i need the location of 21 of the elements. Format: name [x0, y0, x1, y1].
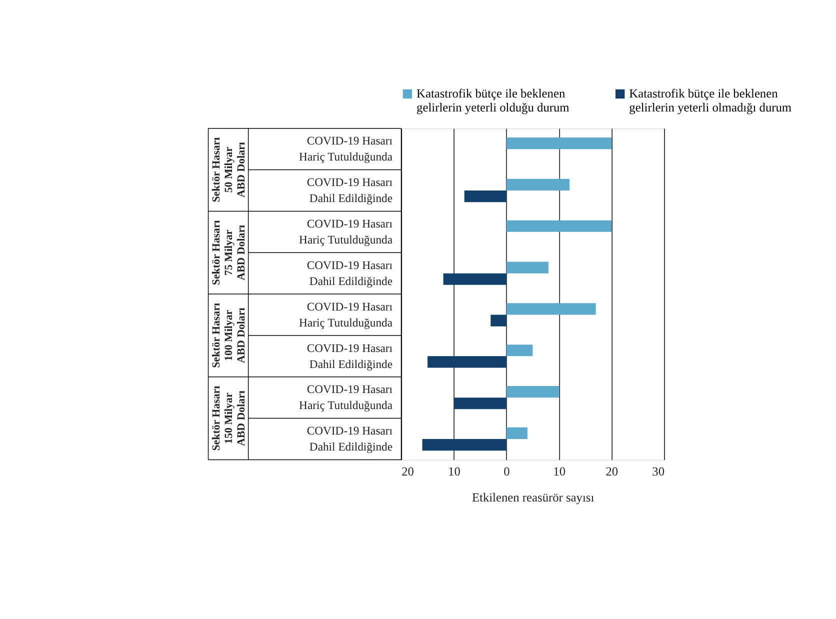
y-tick-label: COVID-19 Hasarı Dahil Edildiğinde	[306, 424, 394, 454]
x-axis-title: Etkilenen reasürör sayısı	[472, 490, 595, 505]
x-tick-label: 10	[448, 464, 460, 478]
legend-label: Katastrofik bütçe ile beklenen gelirlerin yeterli olduğu durum	[416, 86, 570, 114]
text: Sektör Hasarı 75 Milyar ABD Doları	[210, 220, 248, 286]
x-tick-label: 20	[402, 464, 414, 478]
y-tick-label: COVID-19 Hasarı Dahil Edildiğinde	[306, 258, 394, 288]
x-tick-label: 10	[553, 464, 566, 478]
x-tick-label: 30	[652, 464, 665, 478]
text: Sektör Hasarı 150 Milyar ABD Doları	[210, 386, 248, 451]
legend-label: Katastrofik bütçe ile beklenen gelirlerin yeterli olmadığı durum	[629, 86, 792, 114]
y-tick-label: COVID-19 Hasarı Dahil Edildiğinde	[306, 176, 394, 206]
x-tick-label: 0	[504, 464, 510, 478]
y-tick-label: COVID-19 Hasarı Hariç Tutulduğunda	[299, 218, 394, 247]
y-tick-label: COVID-19 Hasarı Hariç Tutulduğunda	[299, 383, 394, 412]
y-tick-label: COVID-19 Hasarı Hariç Tutulduğunda	[299, 300, 394, 330]
text: Sektör Hasarı 100 Milyar ABD Doları	[210, 302, 248, 368]
y-tick-label: COVID-19 Hasarı Dahil Edildiğinde	[306, 342, 394, 371]
x-tick-label: 20	[606, 464, 618, 478]
y-tick-label: COVID-19 Hasarı Hariç Tutulduğunda	[299, 134, 394, 164]
text: Sektör Hasarı 50 Milyar ABD Doları	[210, 137, 248, 202]
